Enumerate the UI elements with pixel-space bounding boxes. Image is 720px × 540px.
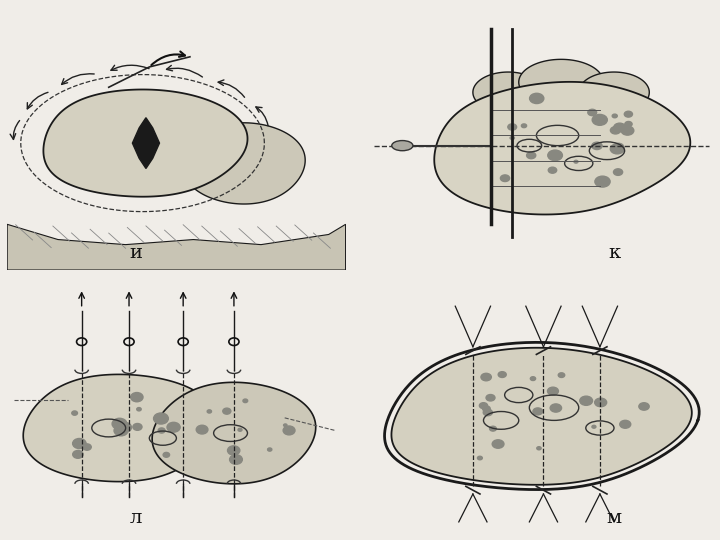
Circle shape (486, 395, 495, 401)
Circle shape (118, 422, 132, 433)
Circle shape (133, 423, 142, 430)
Circle shape (207, 410, 212, 413)
Circle shape (592, 114, 608, 125)
Circle shape (477, 456, 482, 460)
Circle shape (547, 387, 559, 395)
Circle shape (492, 440, 504, 448)
Circle shape (238, 428, 242, 431)
Circle shape (574, 160, 578, 163)
Circle shape (137, 408, 141, 411)
Circle shape (533, 408, 543, 415)
Circle shape (500, 175, 510, 181)
Circle shape (592, 426, 596, 428)
Circle shape (548, 167, 557, 173)
Circle shape (482, 406, 490, 411)
Text: м: м (606, 509, 621, 527)
Circle shape (620, 420, 631, 428)
Circle shape (268, 448, 272, 451)
Circle shape (613, 123, 626, 132)
Circle shape (613, 169, 623, 176)
Polygon shape (43, 90, 248, 197)
Circle shape (483, 409, 492, 416)
Circle shape (197, 425, 208, 434)
Circle shape (283, 426, 295, 435)
Circle shape (480, 403, 487, 409)
Polygon shape (434, 82, 690, 214)
Polygon shape (23, 374, 215, 482)
Circle shape (114, 426, 128, 436)
Polygon shape (392, 348, 692, 485)
Circle shape (508, 124, 516, 130)
Circle shape (243, 399, 248, 403)
Circle shape (639, 403, 649, 410)
Circle shape (624, 111, 632, 117)
Circle shape (550, 404, 562, 412)
Text: к: к (608, 245, 620, 262)
Circle shape (73, 438, 86, 449)
Circle shape (530, 93, 544, 104)
Circle shape (481, 373, 491, 381)
Circle shape (230, 455, 243, 464)
Circle shape (112, 418, 127, 429)
Circle shape (131, 393, 143, 402)
Circle shape (580, 396, 593, 406)
Polygon shape (519, 59, 603, 105)
Circle shape (73, 450, 83, 458)
Polygon shape (132, 118, 160, 168)
Circle shape (537, 447, 541, 450)
Circle shape (595, 398, 607, 407)
Polygon shape (579, 72, 649, 113)
Circle shape (222, 408, 231, 414)
Circle shape (621, 126, 634, 135)
Circle shape (558, 373, 564, 377)
Circle shape (72, 411, 78, 415)
Circle shape (153, 413, 168, 424)
Text: л: л (130, 509, 142, 527)
Circle shape (588, 109, 597, 116)
Circle shape (228, 446, 240, 455)
Circle shape (611, 144, 624, 154)
Ellipse shape (392, 140, 413, 151)
Circle shape (625, 122, 632, 127)
Circle shape (592, 142, 602, 150)
Circle shape (611, 127, 621, 134)
Circle shape (526, 152, 536, 159)
Circle shape (595, 176, 610, 187)
Polygon shape (473, 72, 544, 113)
Circle shape (163, 453, 170, 457)
Circle shape (83, 444, 91, 450)
Circle shape (284, 424, 287, 427)
Circle shape (613, 143, 624, 151)
Circle shape (510, 137, 514, 139)
Circle shape (548, 150, 562, 160)
Polygon shape (152, 382, 315, 484)
Circle shape (167, 422, 180, 432)
Circle shape (531, 377, 536, 381)
Polygon shape (183, 123, 305, 204)
Circle shape (521, 124, 526, 127)
Circle shape (158, 428, 165, 433)
Circle shape (612, 114, 617, 118)
Circle shape (490, 426, 496, 431)
Polygon shape (7, 224, 346, 270)
Text: и: и (130, 245, 143, 262)
Circle shape (498, 372, 506, 377)
